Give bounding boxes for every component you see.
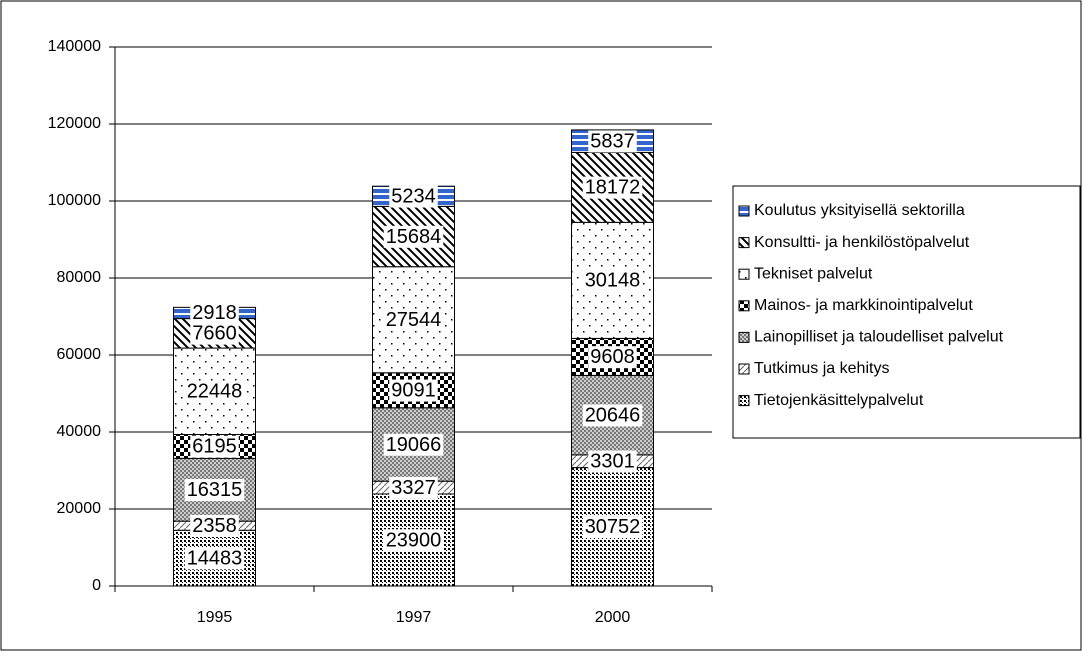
data-label: 19066: [386, 434, 442, 456]
legend: [732, 185, 1081, 439]
y-tick-label: 40000: [57, 423, 102, 440]
data-label: 5837: [590, 130, 635, 152]
x-tick-label: 2000: [595, 609, 631, 626]
data-label-bg: [389, 185, 438, 208]
data-label-bg: [582, 176, 643, 199]
data-label-bg: [582, 269, 643, 292]
y-tick-label: 0: [92, 577, 101, 594]
bar-segment: [372, 372, 455, 409]
data-label-bg: [588, 450, 637, 473]
data-label-bg: [383, 225, 444, 248]
legend-label: Tietojenkäsittelypalvelut: [754, 392, 924, 409]
data-label: 15684: [386, 226, 442, 248]
data-label-bg: [389, 476, 438, 499]
data-label-bg: [383, 309, 444, 332]
data-label: 20646: [585, 404, 641, 426]
data-label-bg: [190, 322, 239, 345]
data-label: 30148: [585, 270, 641, 292]
legend-swatch: [738, 331, 750, 343]
y-tick-label: 100000: [48, 192, 101, 209]
data-label: 5234: [391, 186, 436, 208]
legend-label: Lainopilliset ja taloudelliset palvelut: [754, 329, 1004, 346]
data-label-bg: [389, 379, 438, 402]
data-label: 9091: [391, 380, 436, 402]
data-label: 14483: [187, 547, 243, 569]
data-label-bg: [588, 346, 637, 369]
data-label-bg: [383, 433, 444, 456]
x-tick-label: 1995: [197, 609, 233, 626]
data-label: 18172: [585, 177, 641, 199]
y-tick-label: 20000: [57, 500, 102, 517]
y-tick-label: 80000: [57, 269, 102, 286]
y-tick-label: 60000: [57, 346, 102, 363]
data-label: 2358: [192, 515, 237, 537]
data-label-bg: [184, 380, 245, 403]
data-label-bg: [184, 547, 245, 570]
data-label-bg: [588, 130, 637, 153]
legend-label: Konsultti- ja henkilöstöpalvelut: [754, 234, 970, 251]
data-label-bg: [582, 404, 643, 427]
legend-swatch: [738, 395, 750, 407]
data-label: 23900: [386, 529, 442, 551]
data-label: 3301: [590, 451, 635, 473]
data-label: 22448: [187, 381, 243, 403]
legend-swatch: [738, 205, 750, 217]
legend-label: Tekniset palvelut: [754, 265, 873, 282]
data-label: 2918: [192, 302, 237, 324]
data-label: 7660: [192, 323, 237, 345]
data-label: 30752: [585, 516, 641, 538]
data-label: 6195: [192, 436, 237, 458]
legend-swatch: [738, 237, 750, 249]
data-label-bg: [582, 516, 643, 539]
data-label-bg: [190, 302, 239, 325]
data-label-bg: [184, 479, 245, 502]
data-label-bg: [190, 435, 239, 458]
data-label: 3327: [391, 477, 436, 499]
data-label-bg: [383, 529, 444, 552]
legend-label: Tutkimus ja kehitys: [754, 360, 889, 377]
legend-label: Mainos- ja markkinointipalvelut: [754, 297, 973, 314]
legend-swatch: [738, 300, 750, 312]
data-label-bg: [190, 514, 239, 537]
x-tick-label: 1997: [396, 609, 432, 626]
data-label: 9608: [590, 346, 635, 368]
y-tick-label: 140000: [48, 38, 101, 55]
data-label: 16315: [187, 479, 243, 501]
legend-label: Koulutus yksityisellä sektorilla: [754, 202, 965, 219]
legend-swatch: [738, 363, 750, 375]
y-tick-label: 120000: [48, 115, 101, 132]
legend-swatch: [738, 268, 750, 280]
data-label: 27544: [386, 309, 442, 331]
